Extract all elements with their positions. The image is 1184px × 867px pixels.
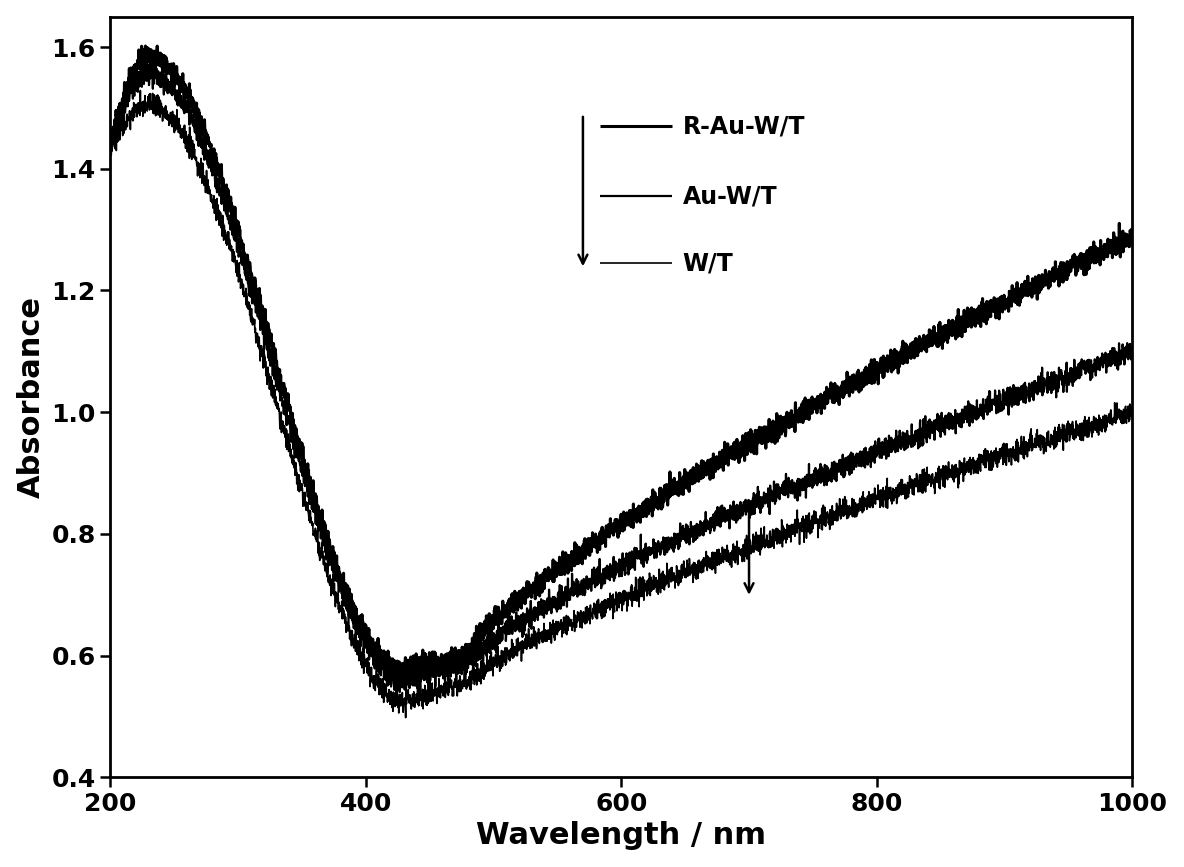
Text: R-Au-W/T: R-Au-W/T — [683, 114, 805, 138]
X-axis label: Wavelength / nm: Wavelength / nm — [476, 821, 766, 851]
Text: W/T: W/T — [683, 251, 733, 275]
Y-axis label: Absorbance: Absorbance — [17, 296, 46, 498]
Text: Au-W/T: Au-W/T — [683, 184, 777, 208]
